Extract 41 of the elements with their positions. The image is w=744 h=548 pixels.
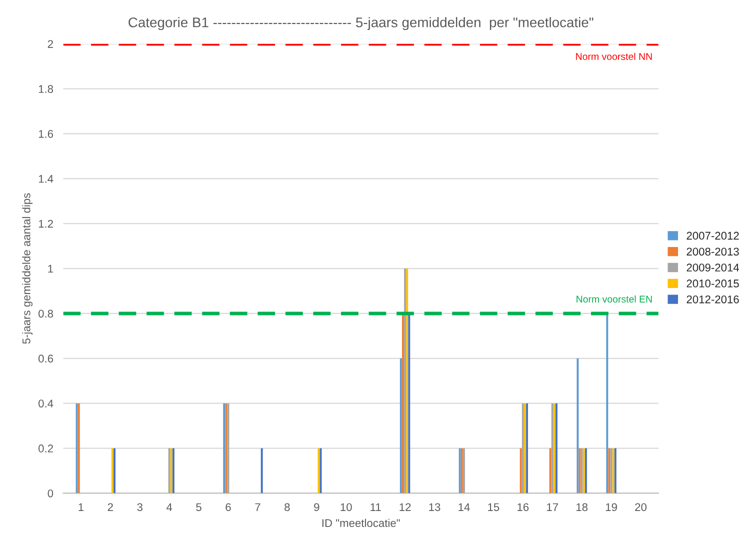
x-tick-label: 11 — [370, 503, 381, 511]
y-axis-title: 5-jaars gemiddelde aantal dips — [22, 193, 33, 344]
x-tick-label: 4 — [166, 503, 172, 511]
y-tick-label: 0.6 — [38, 354, 54, 363]
chart-title: Categorie B1 ------------------------------ 5-jaars gemiddelden per "meetlocatie" — [128, 17, 594, 30]
y-tick-label: 1.6 — [38, 130, 54, 138]
x-tick-label: 6 — [226, 503, 231, 512]
x-tick-label: 17 — [547, 503, 558, 511]
y-tick-label: 1.2 — [38, 220, 53, 228]
ref-line-label: Norm voorstel NN — [576, 52, 652, 60]
x-tick-label: 12 — [400, 503, 411, 511]
x-tick-label: 19 — [606, 503, 617, 512]
legend-label: 2008-2013 — [686, 248, 739, 256]
x-tick-label: 5 — [196, 503, 202, 512]
x-tick-label: 2 — [108, 503, 113, 511]
x-tick-label: 10 — [340, 503, 352, 512]
y-tick-label: 1.8 — [38, 85, 54, 93]
x-tick-label: 8 — [284, 503, 290, 512]
legend-label: 2007-2012 — [686, 232, 739, 240]
x-tick-label: 3 — [137, 503, 142, 512]
x-tick-label: 13 — [429, 503, 440, 512]
legend-label: 2010-2015 — [686, 280, 739, 288]
x-tick-label: 18 — [576, 503, 588, 512]
x-axis-title: ID "meetlocatie" — [322, 518, 400, 527]
y-tick-label: 1.4 — [38, 175, 54, 183]
x-tick-label: 16 — [518, 503, 529, 512]
y-tick-label: 2 — [48, 40, 53, 48]
x-tick-label: 15 — [488, 503, 500, 512]
legend-label: 2009-2014 — [686, 264, 740, 272]
ref-line-label: Norm voorstel EN — [576, 295, 652, 303]
legend-label: 2012-2016 — [686, 295, 739, 304]
x-tick-label: 7 — [255, 503, 260, 511]
x-tick-label: 20 — [635, 503, 647, 512]
x-tick-label: 1 — [78, 503, 84, 511]
x-tick-label: 14 — [458, 503, 470, 511]
x-tick-label: 9 — [314, 503, 320, 512]
y-tick-label: 1 — [48, 264, 53, 273]
y-tick-label: 0.8 — [38, 310, 54, 318]
y-tick-label: 0 — [48, 489, 54, 498]
y-tick-label: 0.2 — [38, 444, 53, 452]
y-tick-label: 0.4 — [38, 400, 54, 408]
